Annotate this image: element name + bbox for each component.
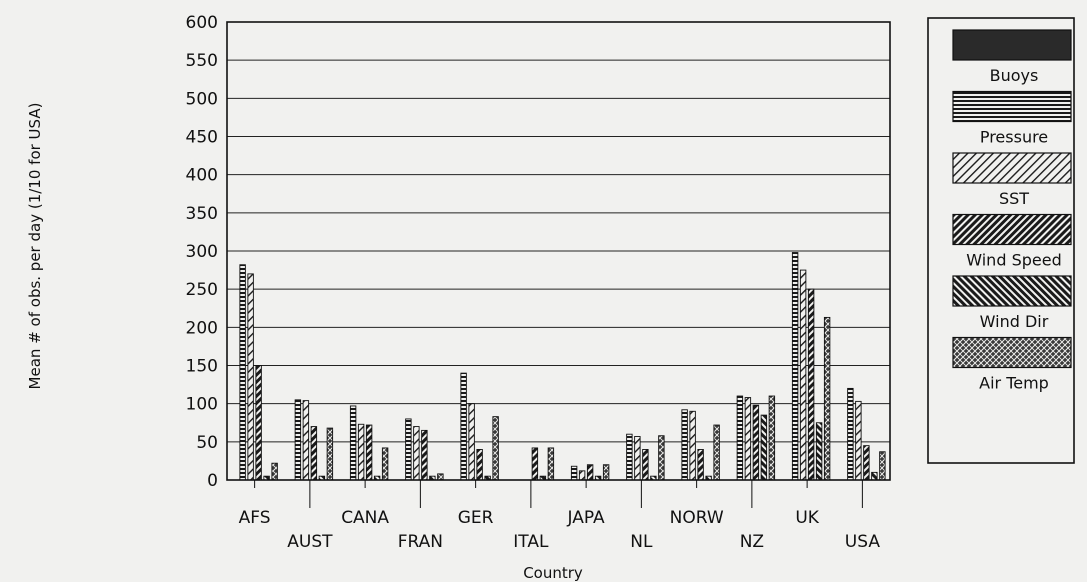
bar-ger-pressure [460,372,467,481]
bar-uk-wind-dir [815,422,823,481]
bar-ger-wind-speed [476,449,483,481]
x-tick-labels: AFS AUST CANA FRAN GER ITAL JAPA NL NORW NZ UK USA [239,480,881,552]
y-tick-label: 200 [186,318,218,338]
bar-nz-sst [744,397,752,481]
bar-aust-sst [302,400,310,481]
legend: Buoys Pressure SST Wind Speed Wind Dir Air Te… [927,17,1075,464]
bar-japa-pressure [570,465,578,481]
x-tick-label: ITAL [513,532,549,552]
y-tick-label: 550 [186,51,218,71]
bar-fran-air-temp [437,473,444,481]
y-tick-label: 600 [186,13,218,33]
x-tick-label: FRAN [398,532,443,552]
bar-nl-wind-speed [642,449,649,481]
x-tick-label: AUST [287,532,333,552]
legend-swatch-buoys [952,29,1072,61]
legend-label: Buoys [990,66,1039,85]
bar-afs-air-temp [271,462,278,481]
bar-afs-sst [247,273,254,481]
bar-fran-wind-speed [421,429,428,481]
bars [239,252,886,481]
bar-norw-wind-speed [697,449,704,481]
bar-norw-air-temp [713,424,720,481]
bar-uk-air-temp [823,316,831,481]
grid-lines [227,59,890,443]
x-tick-label: NZ [740,532,764,552]
y-tick-label: 500 [186,89,218,109]
bar-uk-pressure [791,252,799,481]
bar-usa-air-temp [879,451,886,481]
legend-label: Air Temp [979,374,1049,393]
bar-cana-sst [357,423,365,481]
bar-aust-wind-speed [310,426,318,481]
bar-ger-sst [468,403,475,481]
bar-japa-sst [578,470,586,481]
bar-afs-wind-speed [255,365,262,481]
bar-cana-wind-speed [365,424,373,481]
y-tick-label: 0 [207,471,218,491]
bar-japa-wind-speed [586,464,594,481]
bar-nl-sst [634,436,641,481]
bar-ger-air-temp [492,416,499,481]
y-tick-labels: 0 50 100 150 200 250 300 350 400 450 500 550 600 [186,13,218,491]
bar-cana-pressure [349,405,357,481]
bar-uk-sst [799,269,807,481]
bar-nl-pressure [626,433,633,481]
bar-uk-wind-speed [807,288,815,481]
y-tick-label: 350 [186,204,218,224]
x-tick-label: NL [630,532,653,552]
bar-japa-air-temp [602,464,610,481]
bar-nz-pressure [736,395,744,481]
y-tick-label: 150 [186,357,218,377]
x-tick-label: GER [458,508,494,528]
x-tick-label: NORW [670,508,724,528]
y-tick-label: 250 [186,280,218,300]
x-axis-title: Country [523,564,583,582]
legend-swatch-wind-speed [952,213,1072,246]
bar-nl-air-temp [658,435,665,481]
bar-norw-sst [689,410,696,481]
x-tick-label: JAPA [567,508,606,528]
bar-nz-wind-dir [760,414,768,481]
y-tick-label: 450 [186,128,218,148]
bar-cana-air-temp [381,447,389,481]
bar-nz-air-temp [768,395,776,481]
bar-ital-wind-speed [531,447,539,481]
plot-frame [226,21,891,481]
bar-norw-pressure [681,409,688,481]
x-tick-label: UK [795,508,819,528]
bar-fran-pressure [405,418,412,481]
bar-aust-air-temp [326,427,334,481]
y-tick-label: 100 [186,395,218,415]
legend-label: SST [999,189,1029,208]
bar-usa-wind-dir [871,471,878,481]
bar-aust-pressure [294,399,302,481]
bar-usa-wind-speed [863,445,870,481]
bar-usa-pressure [847,387,854,481]
legend-swatch-wind-dir [952,275,1072,307]
bar-afs-pressure [239,264,246,481]
y-tick-label: 300 [186,242,218,262]
x-tick-label: USA [845,532,881,552]
legend-swatch-air-temp [952,336,1072,369]
x-tick-label: CANA [341,508,389,528]
y-tick-label: 50 [196,433,218,453]
bar-fran-sst [413,426,420,481]
legend-label: Wind Dir [980,312,1049,331]
legend-swatch-pressure [952,90,1072,123]
bar-usa-sst [855,400,862,481]
y-tick-label: 400 [186,166,218,186]
y-axis-title: Mean # of obs. per day (1/10 for USA) [26,103,44,390]
bar-nz-wind-speed [752,404,760,481]
bar-ital-air-temp [547,447,555,481]
x-tick-label: AFS [239,508,271,528]
legend-swatch-sst [952,152,1072,184]
legend-label: Pressure [980,128,1048,147]
legend-label: Wind Speed [966,251,1061,270]
